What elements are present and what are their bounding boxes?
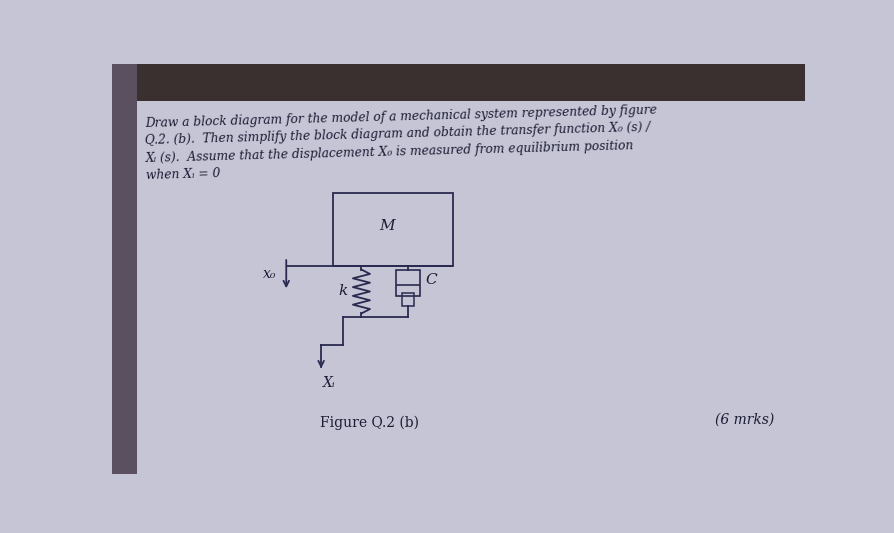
Text: C: C (426, 272, 437, 287)
Text: (6 mrks): (6 mrks) (714, 413, 773, 426)
Text: Figure Q.2 (b): Figure Q.2 (b) (319, 415, 418, 430)
Bar (395, 270, 420, 296)
Bar (333, 193, 452, 266)
Bar (401, 293, 414, 306)
Text: x₀: x₀ (263, 267, 276, 281)
FancyBboxPatch shape (112, 64, 805, 101)
FancyBboxPatch shape (112, 64, 137, 474)
Text: Xᵢ: Xᵢ (323, 376, 335, 390)
Text: k: k (338, 285, 347, 298)
Text: Draw a block diagram for the model of a mechanical system represented by figure
: Draw a block diagram for the model of a … (144, 103, 657, 182)
Text: M: M (378, 219, 394, 233)
